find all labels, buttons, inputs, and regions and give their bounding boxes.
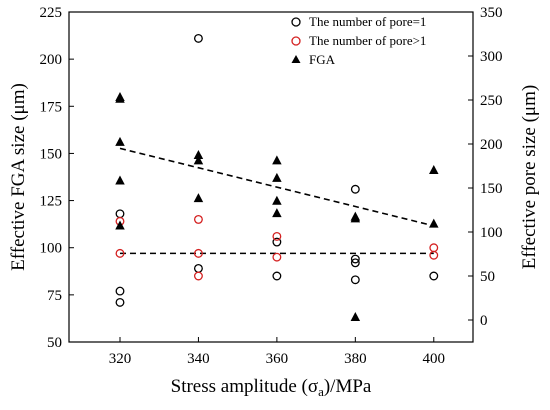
series-1-point-8 — [429, 243, 439, 253]
y-left-tick-label-2: 100 — [40, 241, 63, 257]
series-0-point-5 — [272, 271, 282, 281]
x-tick-label-4: 400 — [423, 351, 446, 367]
y-left-tick-label-3: 125 — [40, 194, 63, 210]
legend-label-fga: FGA — [309, 52, 336, 67]
series-1-point-6 — [272, 231, 282, 241]
data-points — [115, 33, 439, 321]
series-0-point-10 — [350, 184, 360, 194]
legend-label-pore-greater-1: The number of pore>1 — [309, 33, 426, 48]
y-right-tick-label-5: 250 — [480, 93, 503, 109]
series-2-point-2 — [115, 136, 125, 146]
legend-marker-pore-equal-1 — [291, 17, 301, 27]
x-axis-title-tail: )/MPa — [324, 376, 372, 397]
series-2-point-16 — [429, 218, 439, 228]
y-right-tick-label-6: 300 — [480, 49, 503, 65]
y-left-tick-label-4: 150 — [40, 146, 63, 162]
y-left-tick-label-0: 50 — [47, 335, 62, 351]
series-0-point-9 — [350, 254, 360, 264]
series-1-point-0 — [115, 248, 125, 258]
series-2-point-5 — [193, 150, 204, 160]
series-1-point-5 — [272, 252, 282, 262]
x-axis-title: Stress amplitude (σa)/MPa — [171, 376, 372, 399]
legend-marker-fga — [291, 55, 301, 63]
series-2-point-13 — [350, 213, 361, 223]
x-tick-label-0: 320 — [109, 351, 132, 367]
series-2-point-1 — [115, 91, 125, 101]
y-right-tick-label-2: 100 — [480, 225, 503, 241]
series-2-point-15 — [429, 165, 439, 174]
legend-marker-pore-greater-1 — [291, 36, 301, 46]
y-left-tick-label-6: 200 — [40, 52, 63, 68]
series-1-point-2 — [193, 271, 203, 281]
x-tick-label-1: 340 — [187, 351, 210, 367]
series-0-point-0 — [115, 297, 125, 307]
axis-ticks: 320 340 360 380 400 50 75 100 125 150 175 200 225 0 50… — [40, 5, 503, 367]
y-left-tick-label-7: 225 — [40, 5, 63, 21]
y-right-tick-label-7: 350 — [480, 5, 503, 21]
series-2-point-4 — [115, 220, 125, 230]
series-0-point-1 — [115, 286, 125, 296]
trendline-0 — [119, 147, 434, 227]
x-tick-label-2: 360 — [266, 351, 289, 367]
series-2-point-3 — [115, 175, 125, 185]
y-right-tick-label-0: 0 — [480, 313, 488, 329]
x-axis-title-main: Stress amplitude (σ — [171, 376, 318, 397]
series-1-point-4 — [193, 214, 203, 224]
x-tick-label-3: 380 — [344, 351, 367, 367]
series-0-point-11 — [429, 271, 439, 281]
series-2-point-10 — [272, 195, 282, 205]
y-right-tick-label-3: 150 — [480, 181, 503, 197]
legend-label-pore-equal-1: The number of pore=1 — [309, 14, 426, 29]
x-axis-title-subscript: a — [318, 384, 324, 399]
series-2-point-14 — [350, 311, 361, 321]
series-1-point-3 — [193, 248, 203, 258]
series-2-point-9 — [272, 172, 282, 182]
plot-frame — [68, 11, 474, 343]
series-0-point-6 — [272, 237, 282, 247]
y-left-tick-label-5: 175 — [40, 99, 63, 115]
series-2-point-8 — [272, 155, 282, 165]
series-2-point-7 — [193, 193, 204, 203]
series-2-point-11 — [272, 208, 282, 218]
series-0-point-7 — [350, 275, 360, 285]
trendlines — [119, 147, 434, 255]
y-right-tick-label-1: 50 — [480, 269, 495, 285]
y-axis-right-title: Effective pore size (μm) — [519, 85, 540, 269]
y-left-tick-label-1: 75 — [47, 288, 62, 304]
series-0-point-8 — [350, 258, 360, 268]
series-0-point-4 — [193, 33, 203, 43]
series-2-point-6 — [193, 155, 204, 165]
legend: The number of pore=1 The number of pore>… — [291, 14, 426, 67]
y-right-tick-label-4: 200 — [480, 137, 503, 153]
y-axis-left-title: Effective FGA size (μm) — [8, 83, 29, 271]
